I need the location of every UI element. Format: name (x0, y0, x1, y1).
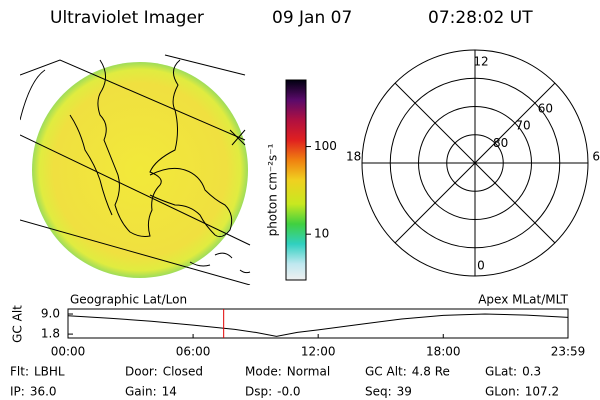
field-value: 4.8 Re (412, 365, 450, 379)
field-value: 39 (397, 385, 412, 399)
colorbar-tick-label: 10 (314, 227, 329, 241)
field-value: -0.0 (277, 385, 300, 399)
field-value: Closed (163, 365, 203, 379)
field-label: Seq: (365, 385, 392, 399)
timeline-left-label: Geographic Lat/Lon (70, 293, 187, 307)
mlt-label: 12 (473, 55, 488, 69)
y-tick-label: 9.0 (41, 307, 60, 321)
polar-ring (446, 134, 504, 192)
field-value: 107.2 (525, 385, 559, 399)
timeline-y-label: GC Alt (11, 305, 25, 343)
field-value: 0.3 (522, 365, 541, 379)
mlt-label: 0 (477, 259, 485, 273)
colorbar (286, 80, 306, 280)
time: 07:28:02 UT (428, 8, 533, 28)
field-label: GC Alt: (365, 365, 407, 379)
x-tick-label: 00:00 (51, 345, 86, 359)
y-tick-label: 1.8 (41, 327, 60, 341)
field-value: 36.0 (30, 385, 57, 399)
polar-ring-label: 60 (538, 101, 553, 115)
field-label: Dsp: (245, 385, 272, 399)
polar-ring-label: 80 (493, 136, 508, 150)
polar-ring (418, 106, 532, 220)
polar-spoke (394, 82, 556, 244)
field-label: Gain: (125, 385, 157, 399)
field-value: LBHL (34, 365, 65, 379)
field-label: Mode: (245, 365, 282, 379)
x-tick-label: 23:59 (551, 345, 586, 359)
field-value: 14 (162, 385, 177, 399)
field-label: IP: (10, 385, 25, 399)
field-label: Flt: (10, 365, 29, 379)
colorbar-label: photon cm⁻²s⁻¹ (266, 143, 280, 236)
polar-ring-label: 70 (515, 119, 530, 133)
uv-image (20, 54, 251, 285)
x-tick-label: 06:00 (176, 345, 211, 359)
field-value: Normal (287, 365, 330, 379)
field-label: GLon: (485, 385, 520, 399)
timeline-right-label: Apex MLat/MLT (478, 293, 568, 307)
mlt-label: 6 (592, 150, 600, 164)
x-tick-label: 12:00 (301, 345, 336, 359)
colorbar-frame (285, 79, 307, 281)
field-label: Door: (125, 365, 158, 379)
timeline-frame (67, 308, 569, 339)
x-tick-label: 18:00 (426, 345, 461, 359)
altitude-line (67, 313, 569, 337)
colorbar-tick-label: 100 (314, 139, 337, 153)
title: Ultraviolet Imager (50, 8, 204, 28)
polar-ring (389, 77, 561, 249)
mlt-label: 18 (346, 150, 361, 164)
field-label: GLat: (485, 365, 517, 379)
date: 09 Jan 07 (272, 8, 352, 28)
